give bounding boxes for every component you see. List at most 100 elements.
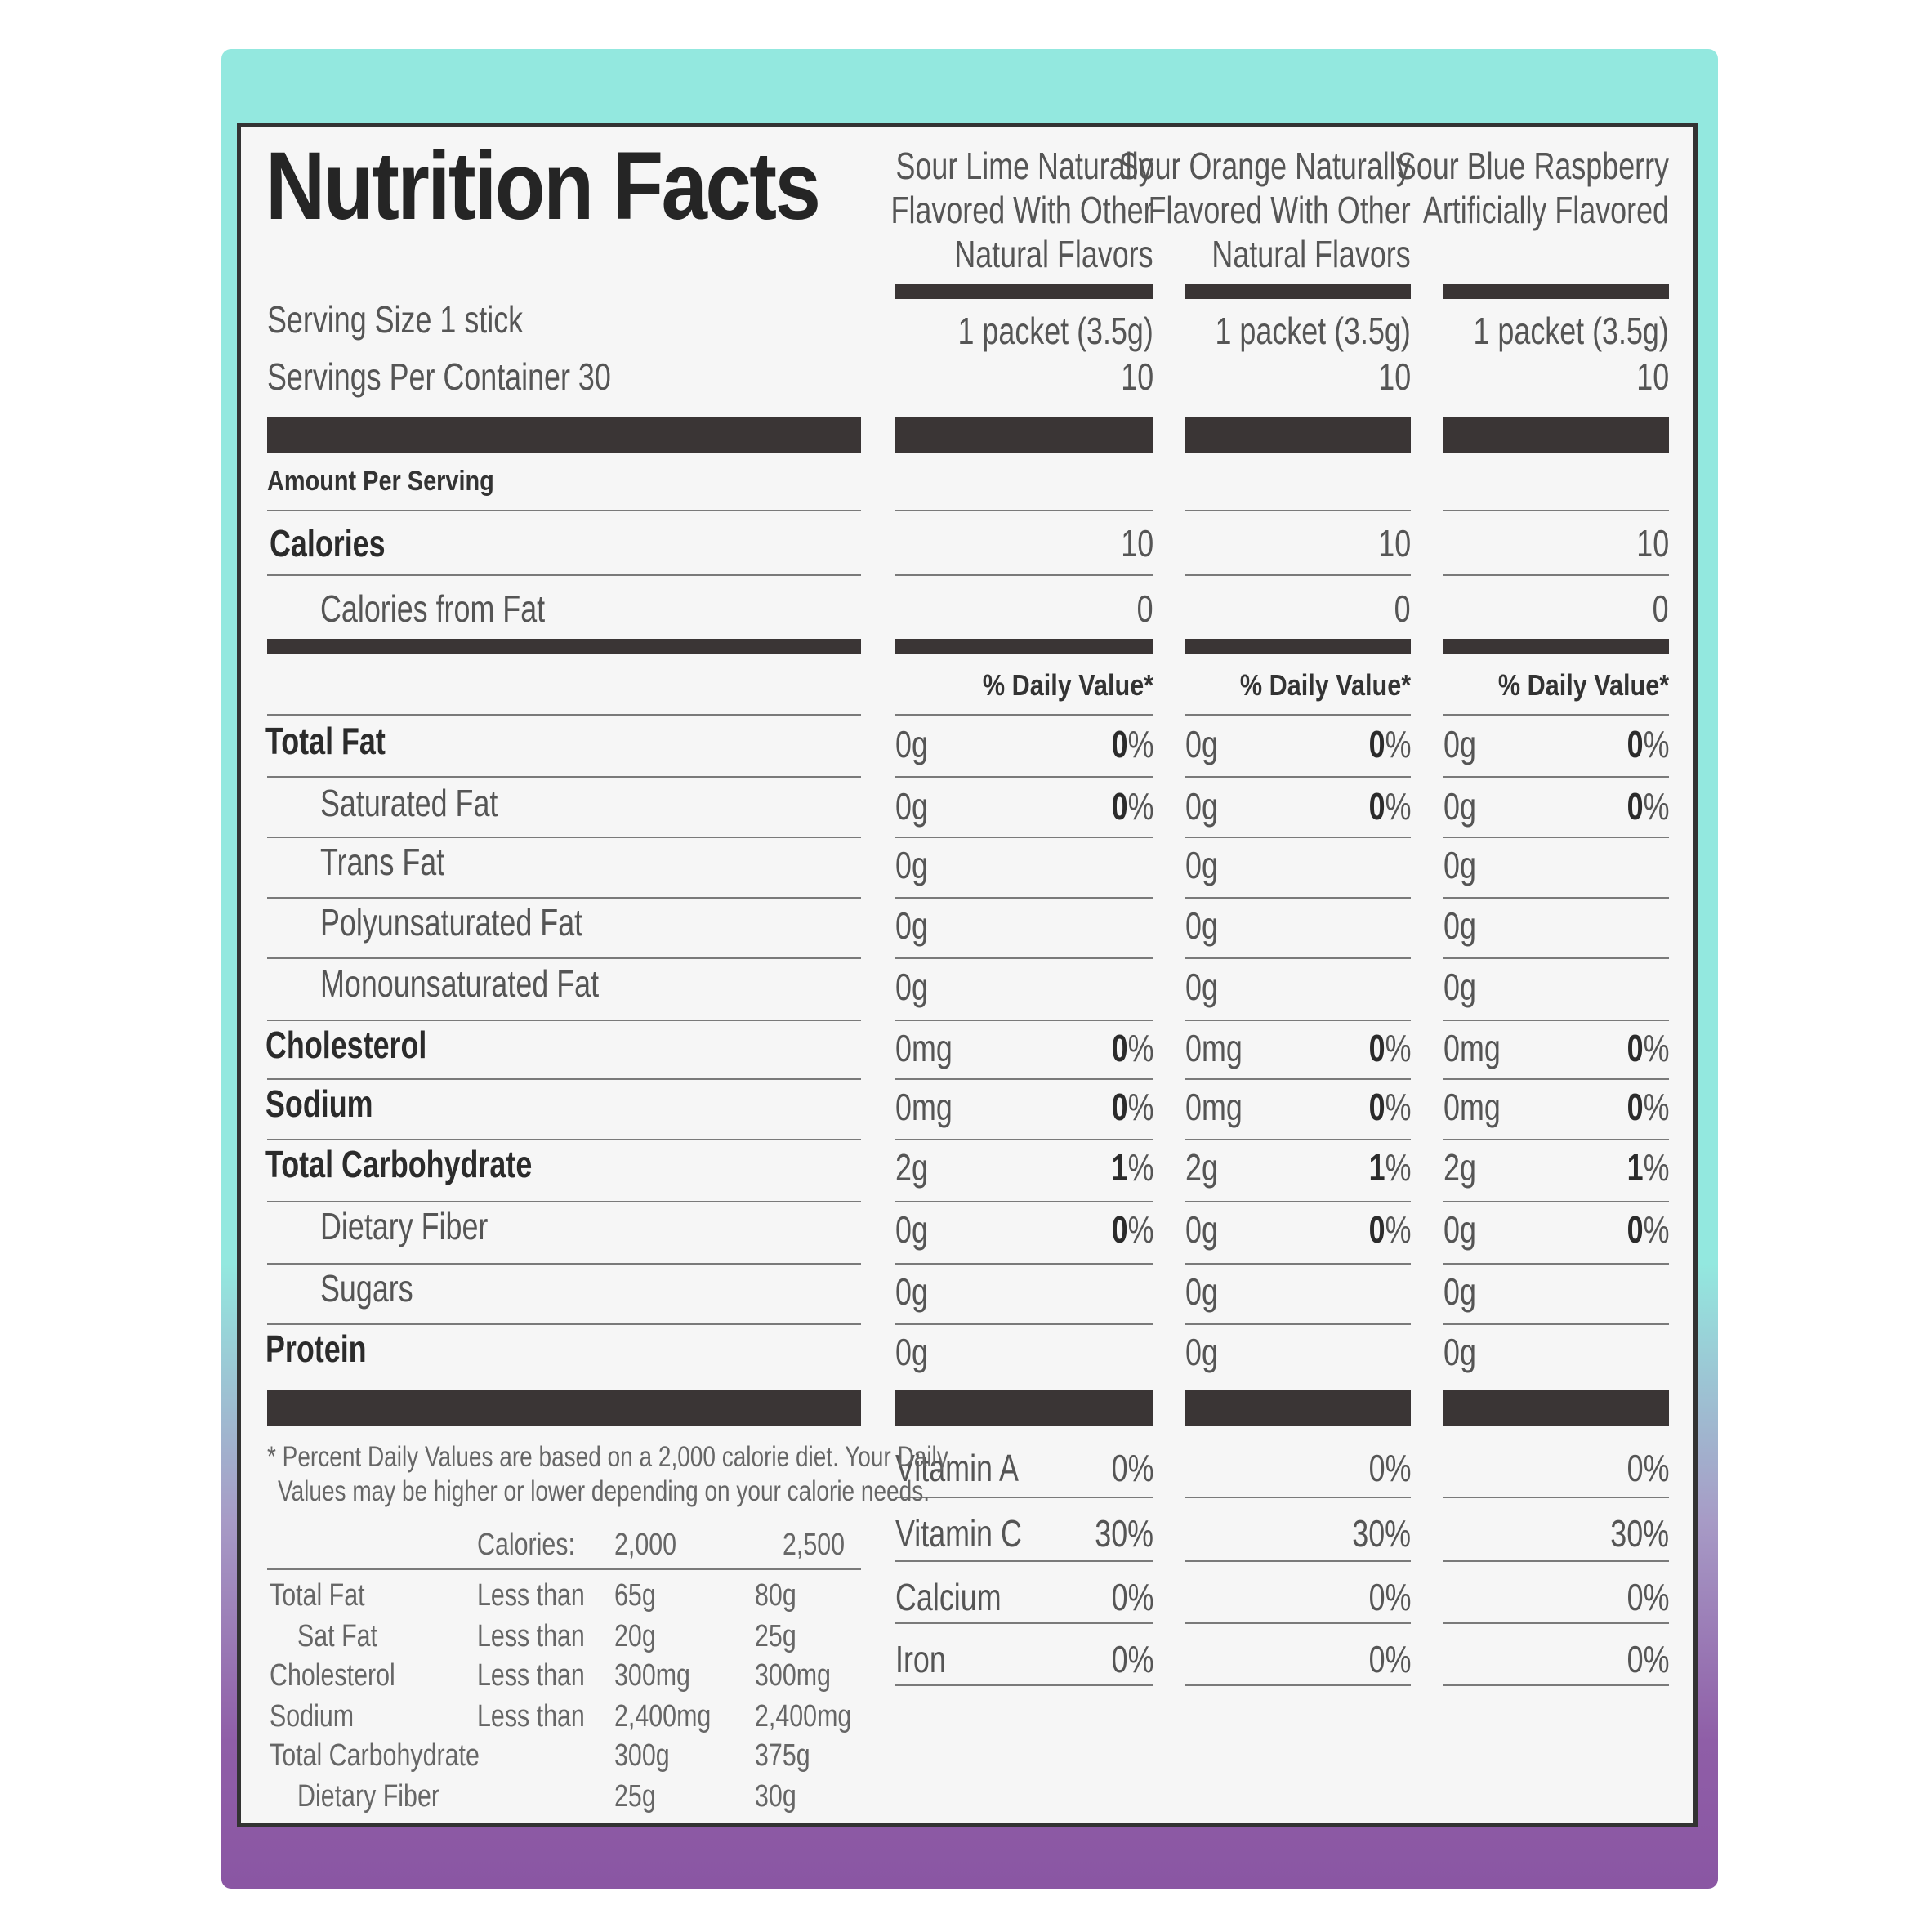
rule — [1443, 1078, 1669, 1080]
nutrient-amount: 0g — [1443, 1331, 1476, 1373]
ref-row-2500: 375g — [755, 1738, 810, 1773]
vitamin-label: Calcium — [895, 1576, 1002, 1618]
vitamin-value: 0% — [1368, 1638, 1411, 1680]
nutrient-amount: 0g — [895, 723, 928, 765]
vitamin-label: Iron — [895, 1638, 946, 1680]
rule — [895, 714, 1153, 716]
amount-per-serving: Amount Per Serving — [267, 466, 494, 497]
column-header: Sour Orange Naturally Flavored With Othe… — [1119, 145, 1411, 275]
rule — [895, 837, 1153, 838]
nutrient-amount: 0g — [1443, 723, 1476, 765]
calories-from-fat-label: Calories from Fat — [320, 587, 546, 630]
ref-row-label: Total Fat — [270, 1578, 365, 1613]
rule — [1185, 897, 1411, 899]
rule — [267, 574, 861, 576]
nutrient-label: Protein — [265, 1327, 367, 1370]
nutrient-daily-value: 0% — [1626, 723, 1669, 765]
medium-bar — [1443, 639, 1669, 654]
rule — [1443, 1263, 1669, 1265]
rule — [1185, 1622, 1411, 1624]
rule — [1443, 510, 1669, 511]
thick-bar-top — [267, 417, 861, 453]
ref-row-qualifier: Less than — [477, 1699, 585, 1733]
ref-row-2500: 300mg — [755, 1658, 831, 1693]
nutrient-amount: 0g — [895, 1331, 928, 1373]
rule — [895, 1201, 1153, 1202]
nutrient-daily-value: 0% — [1111, 1027, 1153, 1069]
nutrient-daily-value: 0% — [1368, 1027, 1411, 1069]
nutrient-daily-value: 1% — [1111, 1146, 1153, 1189]
ref-row-2500: 2,400mg — [755, 1699, 852, 1733]
header-bar — [1443, 284, 1669, 299]
rule — [267, 1323, 861, 1325]
rule — [267, 714, 861, 716]
vitamin-value: 0% — [1368, 1576, 1411, 1618]
thick-bar — [895, 417, 1153, 453]
nutrient-amount: 0mg — [1443, 1027, 1501, 1069]
ref-row-2000: 300mg — [614, 1658, 690, 1693]
daily-value-header: % Daily Value* — [982, 668, 1153, 702]
ref-row-2000: 300g — [614, 1738, 670, 1773]
ref-row-2000: 20g — [614, 1619, 656, 1653]
rule — [1443, 1560, 1669, 1562]
nutrient-daily-value: 0% — [1111, 723, 1153, 765]
rule — [895, 1684, 1153, 1686]
rule — [1443, 574, 1669, 576]
rule — [267, 1201, 861, 1202]
nutrient-label: Saturated Fat — [320, 782, 498, 824]
nutrient-amount: 0mg — [1185, 1027, 1243, 1069]
nutrient-daily-value: 0% — [1626, 1208, 1669, 1251]
rule — [1185, 574, 1411, 576]
nutrient-amount: 0g — [895, 904, 928, 947]
rule — [895, 776, 1153, 778]
nutrient-label: Cholesterol — [265, 1024, 427, 1066]
nutrient-amount: 0g — [895, 844, 928, 886]
ref-row-2500: 80g — [755, 1578, 796, 1613]
thick-bar — [895, 1390, 1153, 1426]
header-bar — [1185, 284, 1411, 299]
rule — [267, 1263, 861, 1265]
column-servings: 10 — [1121, 355, 1153, 398]
serving-size: Serving Size 1 stick — [267, 298, 524, 341]
column-serving-size: 1 packet (3.5g) — [1473, 310, 1669, 352]
nutrient-amount: 0g — [1185, 723, 1218, 765]
thick-bar — [1185, 417, 1411, 453]
rule — [1443, 1323, 1669, 1325]
nutrient-daily-value: 0% — [1368, 723, 1411, 765]
column-serving-size: 1 packet (3.5g) — [1215, 310, 1411, 352]
nutrient-amount: 0g — [1443, 1208, 1476, 1251]
nutrient-amount: 0g — [1443, 966, 1476, 1008]
rule — [267, 1568, 861, 1570]
nutrient-label: Polyunsaturated Fat — [320, 901, 583, 944]
rule — [1443, 1139, 1669, 1140]
vitamin-label: Vitamin A — [895, 1447, 1019, 1489]
rule — [895, 1560, 1153, 1562]
rule — [1185, 510, 1411, 511]
nutrient-label: Sugars — [320, 1267, 413, 1310]
nutrient-label: Dietary Fiber — [320, 1205, 489, 1247]
nutrient-amount: 0g — [1185, 1208, 1218, 1251]
nutrient-amount: 0g — [1443, 904, 1476, 947]
rule — [895, 1622, 1153, 1624]
ref-row-2500: 25g — [755, 1619, 796, 1653]
nutrient-daily-value: 0% — [1368, 1208, 1411, 1251]
vitamin-value: 0% — [1111, 1447, 1153, 1489]
rule — [1185, 1497, 1411, 1498]
ref-header-calories: Calories: — [477, 1528, 575, 1562]
nutrient-label: Trans Fat — [320, 841, 445, 883]
ref-row-label: Cholesterol — [270, 1658, 395, 1693]
rule — [1443, 1020, 1669, 1021]
rule — [895, 1020, 1153, 1021]
rule — [895, 1078, 1153, 1080]
nutrient-amount: 2g — [895, 1146, 928, 1189]
ref-row-qualifier: Less than — [477, 1578, 585, 1613]
rule — [1443, 714, 1669, 716]
nutrient-label: Sodium — [265, 1082, 373, 1125]
medium-bar — [895, 639, 1153, 654]
nutrient-amount: 0mg — [1185, 1086, 1243, 1128]
nutrient-daily-value: 0% — [1111, 785, 1153, 828]
nutrient-amount: 0g — [895, 1208, 928, 1251]
nutrient-label: Monounsaturated Fat — [320, 962, 600, 1005]
rule — [267, 1078, 861, 1080]
rule — [895, 1263, 1153, 1265]
